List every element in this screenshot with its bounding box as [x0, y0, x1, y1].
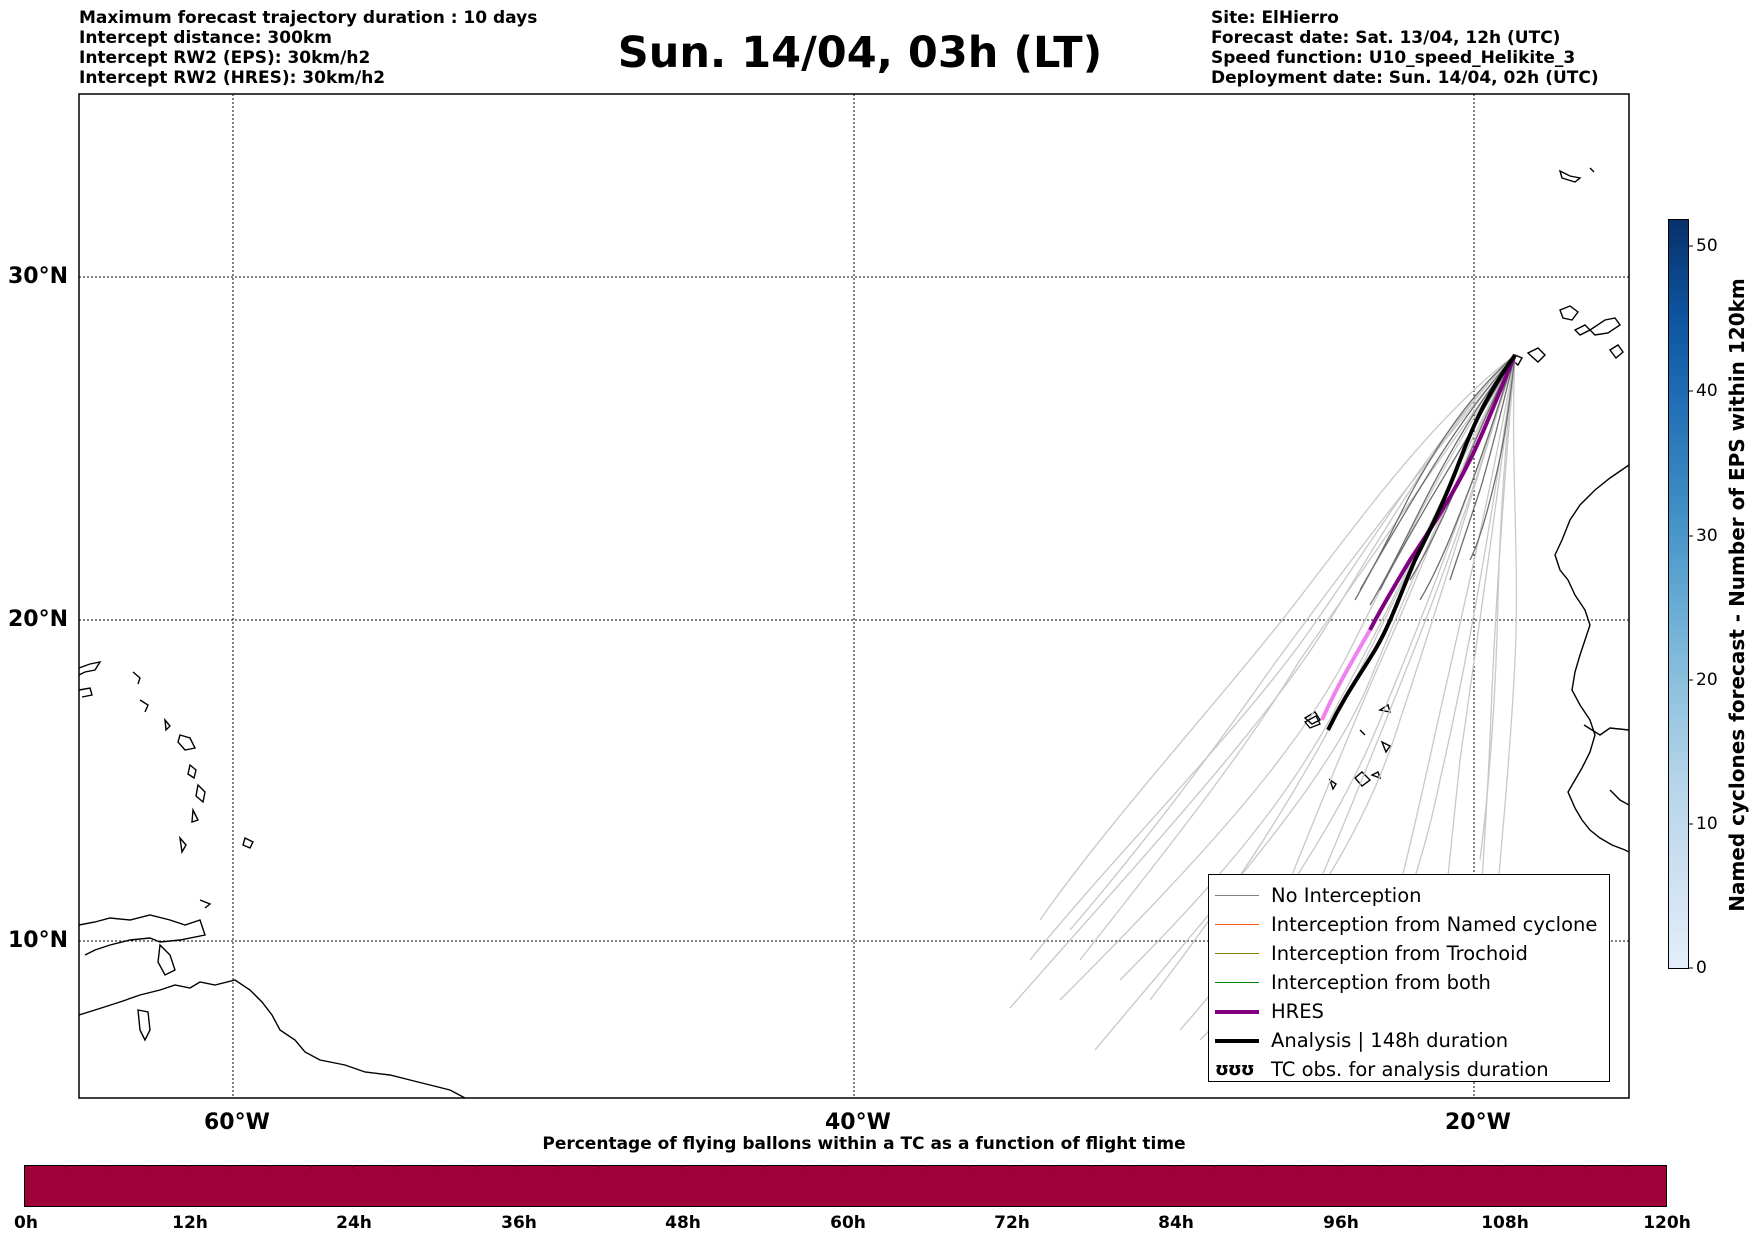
- header-right-line: Speed function: U10_speed_Helikite_3: [1211, 48, 1576, 68]
- legend-label: No Interception: [1271, 884, 1422, 907]
- map-title: Sun. 14/04, 03h (LT): [617, 28, 1103, 78]
- barbados: [242, 836, 254, 849]
- island-a: [132, 671, 141, 685]
- hres-trajectory-late: [1320, 629, 1372, 721]
- flight-time-bar: [24, 1165, 1667, 1207]
- trajectory-end-island: [1303, 715, 1321, 729]
- st-vincent: [178, 835, 187, 855]
- legend-swatch-analysis: [1215, 1039, 1259, 1043]
- legend-item: HRES: [1209, 999, 1609, 1025]
- map-legend: No Interception Interception from Named …: [1208, 874, 1610, 1082]
- africa-coast: [1554, 464, 1629, 853]
- flight-time-tick: 48h: [665, 1213, 701, 1233]
- guadeloupe: [177, 734, 197, 751]
- legend-label: Interception from Trochoid: [1271, 942, 1528, 965]
- header-right-info: Site: ElHierro Forecast date: Sat. 13/04…: [1211, 8, 1599, 88]
- header-right-line: Deployment date: Sun. 14/04, 02h (UTC): [1211, 68, 1599, 88]
- flight-time-tick: 24h: [336, 1213, 372, 1233]
- flight-time-tick: 120h: [1643, 1213, 1691, 1233]
- legend-swatch-named-cyclone: [1215, 924, 1259, 925]
- eps-colorbar-label: Named cyclones forecast - Number of EPS …: [1725, 278, 1749, 912]
- legend-item: ʊʊʊ TC obs. for analysis duration: [1209, 1057, 1609, 1083]
- flight-time-tick: 108h: [1481, 1213, 1529, 1233]
- cape-verde-boavista: [1380, 740, 1392, 754]
- legend-item: Interception from Trochoid: [1209, 941, 1609, 967]
- legend-label: HRES: [1271, 1000, 1324, 1023]
- legend-swatch-trochoid: [1215, 953, 1259, 954]
- flight-time-bar-minor-ticks: [64, 1165, 1627, 1169]
- legend-item: Interception from Named cyclone: [1209, 912, 1609, 938]
- legend-label: TC obs. for analysis duration: [1271, 1058, 1549, 1081]
- trinidad: [157, 943, 176, 976]
- legend-item: No Interception: [1209, 883, 1609, 909]
- eps-colorbar-ticks: [1688, 245, 1693, 969]
- porto-santo: [1589, 167, 1595, 173]
- colorbar-tick: 0: [1696, 958, 1707, 978]
- flight-time-tick: 72h: [994, 1213, 1030, 1233]
- lat-label-10n: 10°N: [8, 928, 69, 953]
- south-america-coast: [79, 979, 466, 1098]
- dominica: [187, 763, 197, 780]
- st-lucia: [191, 807, 199, 823]
- cape-verde-maio: [1370, 771, 1382, 780]
- legend-label: Analysis | 148h duration: [1271, 1029, 1509, 1052]
- header-left-line: Intercept RW2 (HRES): 30km/h2: [79, 68, 386, 88]
- cape-verde-sao-nicolau: [1359, 729, 1366, 736]
- martinique: [195, 783, 206, 804]
- header-left-line: Intercept RW2 (EPS): 30km/h2: [79, 48, 371, 68]
- lat-label-30n: 30°N: [8, 264, 69, 289]
- flight-time-tick: 0h: [14, 1213, 38, 1233]
- tobago: [199, 899, 212, 909]
- map-frame: [78, 93, 1630, 1099]
- legend-swatch-both: [1215, 982, 1259, 983]
- coastlines: [79, 167, 1629, 1098]
- venezuela-coast: [79, 914, 206, 956]
- senegal-coast: [1583, 724, 1629, 736]
- island-c: [164, 717, 171, 732]
- legend-swatch-no-interception: [1215, 895, 1259, 896]
- header-left-line: Intercept distance: 300km: [79, 28, 332, 48]
- flight-time-tick: 12h: [172, 1213, 208, 1233]
- flight-time-tick: 36h: [501, 1213, 537, 1233]
- lanzarote: [1608, 344, 1624, 360]
- flight-time-tick: 60h: [830, 1213, 866, 1233]
- colorbar-tick: 30: [1696, 526, 1718, 546]
- gran-canaria: [1559, 305, 1579, 321]
- legend-swatch-hres: [1215, 1010, 1259, 1014]
- ensemble-trajectories-dark: [1354, 354, 1516, 606]
- header-left-info: Maximum forecast trajectory duration : 1…: [79, 8, 537, 88]
- coast-islet: [137, 1009, 151, 1042]
- lon-label-60w: 60°W: [204, 1110, 270, 1135]
- colorbar-tick: 10: [1696, 814, 1718, 834]
- lon-label-40w: 40°W: [825, 1110, 891, 1135]
- header-right-line: Site: ElHierro: [1211, 8, 1339, 28]
- lon-label-20w: 20°W: [1445, 1110, 1511, 1135]
- tenerife: [1526, 347, 1546, 363]
- lat-label-20n: 20°N: [8, 607, 69, 632]
- legend-label: Interception from both: [1271, 971, 1491, 994]
- puerto-rico: [79, 660, 102, 676]
- island-vi: [79, 687, 93, 698]
- header-right-line: Forecast date: Sat. 13/04, 12h (UTC): [1211, 28, 1561, 48]
- tc-symbol-icon: ʊʊʊ: [1215, 1059, 1255, 1080]
- colorbar-tick: 50: [1696, 236, 1718, 256]
- eps-colorbar: [1668, 219, 1689, 969]
- flight-time-bar-title: Percentage of flying ballons within a TC…: [542, 1134, 1186, 1154]
- analysis-trajectory: [1326, 353, 1517, 731]
- cape-verde-sal: [1378, 703, 1391, 713]
- flight-time-tick: 96h: [1323, 1213, 1359, 1233]
- madeira: [1558, 169, 1582, 183]
- island-b: [139, 699, 149, 713]
- fuerteventura: [1588, 317, 1621, 336]
- colorbar-tick: 20: [1696, 670, 1718, 690]
- legend-item: Analysis | 148h duration: [1209, 1028, 1609, 1054]
- legend-item: Interception from both: [1209, 970, 1609, 996]
- flight-time-tick: 84h: [1158, 1213, 1194, 1233]
- legend-label: Interception from Named cyclone: [1271, 913, 1598, 936]
- colorbar-tick: 40: [1696, 381, 1718, 401]
- cape-verde-fogo: [1328, 778, 1337, 791]
- header-left-line: Maximum forecast trajectory duration : 1…: [79, 8, 538, 28]
- hres-trajectory: [1368, 354, 1517, 631]
- guinea-coast: [1609, 789, 1629, 806]
